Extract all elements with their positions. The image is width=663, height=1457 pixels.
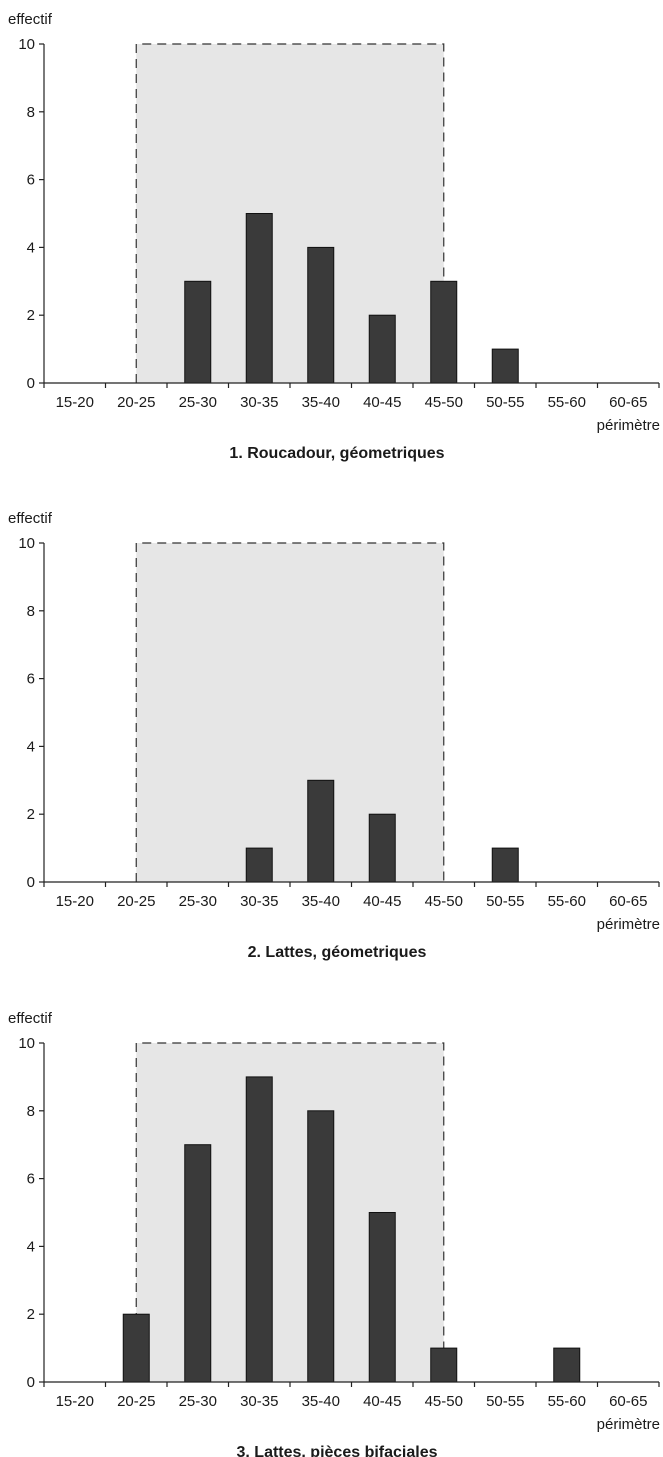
y-tick-label: 6 xyxy=(27,671,35,688)
x-tick-label: 35-40 xyxy=(302,394,340,411)
x-tick-label: 15-20 xyxy=(56,1393,94,1410)
y-tick-label: 2 xyxy=(27,806,35,823)
bar-45-50 xyxy=(430,1347,458,1383)
y-tick-label: 0 xyxy=(27,375,35,392)
y-tick-label: 10 xyxy=(18,36,35,53)
x-tick-label: 45-50 xyxy=(425,1393,463,1410)
bar-30-35 xyxy=(245,213,273,384)
y-tick-label: 6 xyxy=(27,1171,35,1188)
x-tick-label: 60-65 xyxy=(609,1393,647,1410)
bar-45-50 xyxy=(430,280,458,384)
x-tick-label: 15-20 xyxy=(56,394,94,411)
y-tick-label: 6 xyxy=(27,172,35,189)
x-axis-label: périmètre xyxy=(597,1416,660,1433)
bar-50-55 xyxy=(491,348,519,384)
bar-40-45 xyxy=(368,314,396,384)
bar-35-40 xyxy=(307,246,335,384)
bar-55-60 xyxy=(553,1347,581,1383)
x-tick-label: 20-25 xyxy=(117,1393,155,1410)
bar-25-30 xyxy=(184,280,212,384)
x-tick-label: 30-35 xyxy=(240,893,278,910)
y-axis-label: effectif xyxy=(8,11,53,28)
x-axis-label: périmètre xyxy=(597,417,660,434)
x-tick-label: 20-25 xyxy=(117,394,155,411)
bar-30-35 xyxy=(245,1076,273,1383)
chart-title: 1. Roucadour, géometriques xyxy=(229,445,444,462)
bar-25-30 xyxy=(184,1144,212,1383)
x-tick-label: 55-60 xyxy=(548,893,586,910)
y-tick-label: 0 xyxy=(27,874,35,891)
x-tick-label: 45-50 xyxy=(425,893,463,910)
x-tick-label: 35-40 xyxy=(302,893,340,910)
x-tick-label: 25-30 xyxy=(179,1393,217,1410)
highlight-range-outline xyxy=(135,1042,445,1382)
x-tick-label: 40-45 xyxy=(363,893,401,910)
bar-35-40 xyxy=(307,779,335,883)
chart-panel-2: 0 2 4 6 8 10 15-20 20-25 25-30 30-35 35-40 40-45 45-… xyxy=(8,510,660,961)
x-tick-label: 60-65 xyxy=(609,394,647,411)
highlight-range xyxy=(136,543,444,882)
x-tick-label: 25-30 xyxy=(179,893,217,910)
highlight-range xyxy=(136,1043,444,1382)
x-tick-label: 40-45 xyxy=(363,1393,401,1410)
x-tick-label: 60-65 xyxy=(609,893,647,910)
highlight-range-outline xyxy=(135,542,445,882)
y-tick-label: 2 xyxy=(27,1306,35,1323)
y-tick-label: 0 xyxy=(27,1374,35,1391)
y-axis-label: effectif xyxy=(8,510,53,527)
x-tick-label: 25-30 xyxy=(179,394,217,411)
x-tick-label: 40-45 xyxy=(363,394,401,411)
x-tick-label: 50-55 xyxy=(486,1393,524,1410)
chart-panel-3: 0 2 4 6 8 10 15-20 20-25 25-30 30-35 35-40 40-45 45-… xyxy=(8,1010,660,1457)
x-tick-label: 35-40 xyxy=(302,1393,340,1410)
y-tick-label: 10 xyxy=(18,535,35,552)
y-tick-label: 4 xyxy=(27,738,35,755)
x-tick-label: 50-55 xyxy=(486,394,524,411)
y-tick-label: 4 xyxy=(27,1238,35,1255)
chart-panel-1: 0 2 4 6 8 10 15-20 20-25 25-30 30-35 35-40 40-45 45-… xyxy=(8,11,660,462)
bar-30-35 xyxy=(245,847,273,883)
bar-35-40 xyxy=(307,1110,335,1383)
bar-50-55 xyxy=(491,847,519,883)
y-tick-label: 4 xyxy=(27,239,35,256)
bar-20-25 xyxy=(122,1313,150,1383)
y-axis-label: effectif xyxy=(8,1010,53,1027)
highlight-range xyxy=(136,44,444,383)
x-tick-label: 50-55 xyxy=(486,893,524,910)
y-tick-label: 8 xyxy=(27,1103,35,1120)
x-tick-label: 30-35 xyxy=(240,1393,278,1410)
x-tick-label: 55-60 xyxy=(548,1393,586,1410)
bar-40-45 xyxy=(368,1212,396,1383)
x-axis-label: périmètre xyxy=(597,916,660,933)
x-tick-label: 20-25 xyxy=(117,893,155,910)
chart-title: 2. Lattes, géometriques xyxy=(248,944,427,961)
x-tick-label: 55-60 xyxy=(548,394,586,411)
x-tick-label: 30-35 xyxy=(240,394,278,411)
chart-title: 3. Lattes, pièces bifaciales xyxy=(237,1444,438,1457)
highlight-range-outline xyxy=(135,43,445,383)
y-tick-label: 8 xyxy=(27,104,35,121)
x-tick-label: 45-50 xyxy=(425,394,463,411)
y-tick-label: 2 xyxy=(27,307,35,324)
y-tick-label: 8 xyxy=(27,603,35,620)
y-tick-label: 10 xyxy=(18,1035,35,1052)
x-tick-label: 15-20 xyxy=(56,893,94,910)
bar-40-45 xyxy=(368,813,396,883)
